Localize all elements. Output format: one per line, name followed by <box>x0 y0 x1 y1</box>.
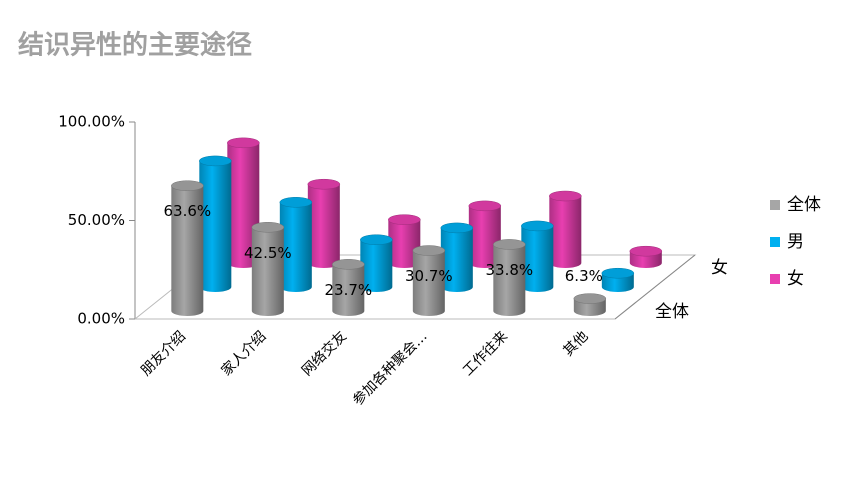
bar-top <box>307 178 341 190</box>
bar <box>388 219 421 268</box>
bar-top <box>227 137 260 149</box>
bar-top <box>549 190 582 202</box>
bar <box>199 160 232 292</box>
bar <box>468 205 501 268</box>
bar <box>440 227 473 292</box>
data-label: 33.8% <box>485 261 533 279</box>
bar <box>251 227 284 316</box>
depth-label: 女 <box>711 258 728 278</box>
bar-top <box>573 293 607 304</box>
y-tick-label: 0.00% <box>77 310 125 328</box>
x-tick-label: 其他 <box>560 328 591 359</box>
y-tick-label: 50.00% <box>68 211 125 229</box>
bar-top <box>332 259 365 270</box>
bar <box>171 185 204 316</box>
bar <box>412 250 445 316</box>
x-tick-label: 朋友介绍 <box>138 328 189 379</box>
bar-top <box>521 220 554 232</box>
bar-top <box>493 239 526 250</box>
bar <box>307 184 340 268</box>
bar-top <box>468 200 502 212</box>
chart-title: 结识异性的主要途径 <box>18 30 252 61</box>
depth-axis <box>614 254 696 320</box>
bar-top <box>199 155 232 167</box>
data-label: 42.5% <box>244 244 292 262</box>
legend-label: 女 <box>787 269 804 289</box>
legend-swatch <box>770 274 780 284</box>
data-label: 23.7% <box>324 281 372 299</box>
legend-swatch <box>770 200 780 210</box>
data-label: 6.3% <box>565 267 603 285</box>
x-tick-label: 家人介绍 <box>218 328 270 380</box>
bar <box>521 225 554 292</box>
bar-top <box>629 245 663 257</box>
bar-top <box>279 197 313 208</box>
data-label: 30.7% <box>405 267 453 285</box>
bar-top <box>251 222 285 233</box>
bar <box>360 239 393 292</box>
x-tick-label: 网络交友 <box>298 328 350 380</box>
depth-label: 全体 <box>655 302 689 322</box>
bar <box>279 202 312 292</box>
bar <box>227 142 260 268</box>
y-tick-label: 100.00% <box>58 113 125 131</box>
legend-label: 男 <box>787 232 804 252</box>
bar-top <box>388 214 421 225</box>
bar <box>601 273 634 292</box>
bar-top <box>440 222 474 234</box>
bar <box>493 244 526 316</box>
x-tick-label: 参加各种聚会… <box>349 328 430 409</box>
bar-top <box>601 267 635 279</box>
bar <box>549 196 582 268</box>
bar-top <box>412 245 446 256</box>
x-tick-label: 工作往来 <box>460 328 511 379</box>
bar-top <box>171 180 204 191</box>
legend-swatch <box>770 237 780 247</box>
legend-label: 全体 <box>787 195 821 215</box>
bar-top <box>360 234 393 245</box>
data-label: 63.6% <box>163 202 211 220</box>
bar <box>332 264 365 316</box>
